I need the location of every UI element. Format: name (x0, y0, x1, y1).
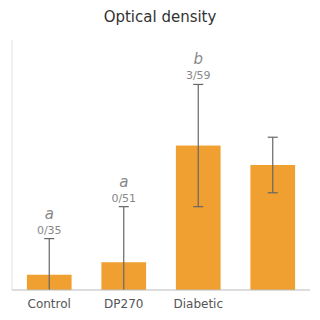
plot-area (27, 84, 295, 290)
sub-annotation: 3/59 (186, 69, 211, 82)
error-bar (193, 84, 203, 206)
x-axis-line (12, 290, 310, 291)
title: Optical density (104, 8, 217, 26)
x-tick-label: Control (28, 297, 71, 311)
annotation: a (45, 205, 54, 223)
error-bar (268, 137, 278, 193)
x-tick-label: Diabetic (173, 297, 223, 311)
annotation: b (193, 50, 203, 68)
sub-annotation: 0/51 (111, 192, 136, 205)
error-bar (119, 207, 129, 290)
error-bar (44, 239, 54, 290)
sub-annotation: 0/35 (37, 224, 62, 237)
x-tick-label: DP270 (104, 297, 143, 311)
annotation: a (119, 173, 128, 191)
chart: Optical density0/35a0/51a3/59bControlDP2… (0, 0, 320, 320)
y-axis-line (12, 40, 13, 290)
